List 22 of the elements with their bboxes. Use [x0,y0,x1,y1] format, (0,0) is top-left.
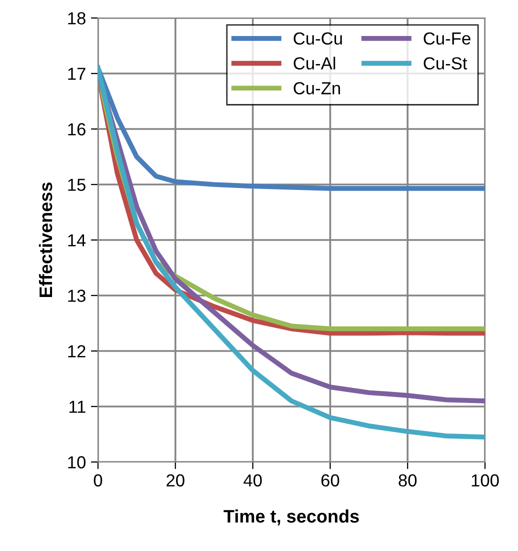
legend-label: Cu-Al [294,56,336,70]
y-tick-label: 11 [69,400,86,413]
x-tick-label: 80 [398,474,417,487]
y-tick-label: 12 [68,345,86,358]
legend-label: Cu-St [424,57,468,70]
y-tick-label: 15 [68,178,86,191]
y-tick-label: 17 [68,68,86,80]
y-tick-label: 16 [68,123,86,136]
x-tick-label: 20 [166,474,184,487]
x-axis-title: Time t, seconds [224,509,359,526]
x-tick-label: 60 [321,474,340,487]
y-tick-label: 18 [68,12,86,24]
y-tick-label: 14 [68,234,86,246]
legend-label: Cu-Fe [424,32,470,45]
x-tick-label: 100 [472,474,499,487]
legend-label: Cu-Zn [294,82,340,94]
y-tick-label: 13 [68,290,86,302]
y-tick-label: 10 [68,456,86,468]
x-tick-label: 0 [94,474,102,487]
y-axis-title: Effectiveness [38,182,52,297]
legend-label: Cu-Cu [294,32,342,45]
x-tick-label: 40 [244,474,262,487]
